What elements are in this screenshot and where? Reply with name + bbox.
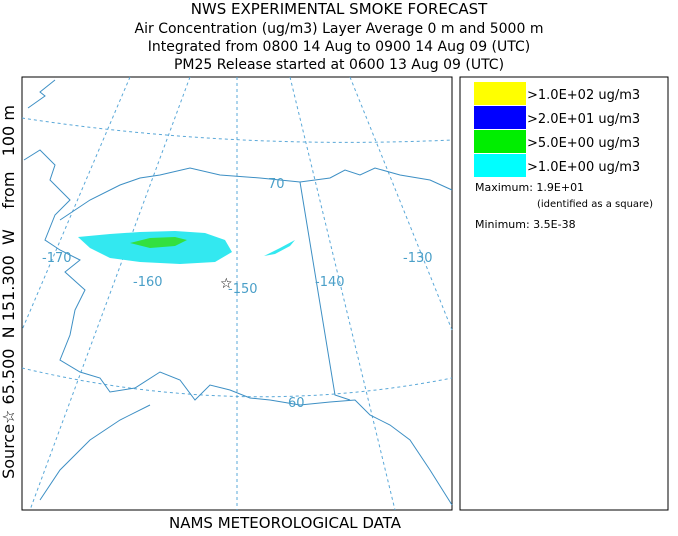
legend-swatch xyxy=(474,154,526,177)
map-label: -150 xyxy=(228,282,258,297)
legend-swatch xyxy=(474,82,526,105)
graticule xyxy=(21,76,131,331)
plume-core xyxy=(130,237,187,248)
subtitle: Air Concentration (ug/m3) Layer Average … xyxy=(135,21,544,37)
coastline xyxy=(59,167,453,221)
legend-swatch xyxy=(474,130,526,153)
map-label: -130 xyxy=(403,251,433,266)
legend-label: >2.0E+01 ug/m3 xyxy=(527,112,640,127)
subtitle: Integrated from 0800 14 Aug to 0900 14 A… xyxy=(148,39,531,55)
legend-swatch xyxy=(474,106,526,129)
footer: NAMS METEOROLOGICAL DATA xyxy=(169,514,402,532)
minimum: Minimum: 3.5E-38 xyxy=(475,218,576,231)
source-marker: ☆ xyxy=(220,276,233,292)
map-label: -170 xyxy=(42,251,72,266)
map-label: 70 xyxy=(268,177,285,192)
graticule xyxy=(29,76,191,511)
subtitle: PM25 Release started at 0600 13 Aug 09 (… xyxy=(174,57,504,73)
graticule xyxy=(289,76,396,511)
maximum: Maximum: 1.9E+01 xyxy=(475,181,584,194)
maximum-note: (identified as a square) xyxy=(537,199,653,210)
graticule xyxy=(21,117,453,143)
legend-label: >1.0E+00 ug/m3 xyxy=(527,160,640,175)
legend-label: >5.0E+00 ug/m3 xyxy=(527,136,640,151)
graticule xyxy=(21,367,453,398)
legend: Maximum: 1.9E+01 (identified as a square… xyxy=(459,76,669,511)
map-label: 60 xyxy=(288,396,305,411)
map-label: -160 xyxy=(133,275,163,290)
legend-label: >1.0E+02 ug/m3 xyxy=(527,88,640,103)
title: NWS EXPERIMENTAL SMOKE FORECAST xyxy=(191,0,488,18)
source-label: Source☆ 65.500 N 151.300 W from 100 m xyxy=(0,105,18,479)
map-label: -140 xyxy=(315,275,345,290)
map: ☆ 70 -170 -160 -150 -140 -130 60 xyxy=(21,76,453,511)
coastline xyxy=(39,404,151,501)
coastline xyxy=(23,79,453,506)
border xyxy=(299,181,351,401)
